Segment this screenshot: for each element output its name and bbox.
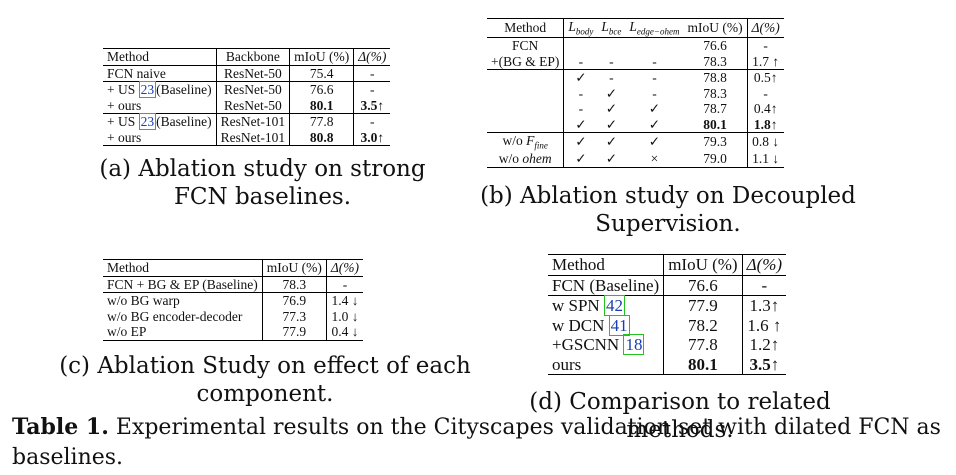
- citation-link[interactable]: 23: [138, 113, 157, 131]
- table-row: w DCN 41 78.2 1.6 ↑: [548, 314, 786, 336]
- table-row: w/o BG encoder-decoder 77.3 1.0 ↓: [103, 308, 363, 325]
- table-row: ✓ ✓ ✓ 80.1 1.8↑: [487, 116, 784, 133]
- table-row: w/o EP 77.9 0.4 ↓: [103, 324, 364, 341]
- table-row: ours 80.1 3.5↑: [548, 354, 787, 375]
- table-row: + ours ResNet-101 80.8 3.0↑: [103, 129, 391, 146]
- citation-link[interactable]: 42: [603, 295, 625, 317]
- table-row: w/o BG warp 76.9 1.4 ↓: [103, 292, 363, 309]
- table-b: Method Lbody Lbce Ledge−ohem mIoU (%) Δ(…: [487, 18, 784, 168]
- citation-link[interactable]: 18: [623, 334, 645, 356]
- header-method: Method: [548, 254, 665, 276]
- table-row: +GSCNN 18 77.8 1.2↑: [548, 334, 786, 356]
- table-row: +(BG & EP) --- 78.3 1.7 ↑: [487, 53, 784, 70]
- table-row: - ✓ - 78.3-: [487, 85, 784, 102]
- table-row: + US 23 (Baseline) ResNet-101 77.8 -: [103, 113, 390, 131]
- header-delta: Δ(%): [746, 255, 783, 274]
- table-row: + ours ResNet-50 80.1 3.5↑: [103, 97, 391, 114]
- table-row: w/o Ffine ✓ ✓ ✓ 79.3 0.8 ↓: [487, 132, 784, 152]
- header-miou: mIoU (%): [683, 18, 748, 38]
- table-row: FCN (Baseline) 76.6-: [548, 275, 787, 296]
- caption-text: Experimental results on the Cityscapes v…: [12, 415, 941, 470]
- table-d: Method mIoU (%) Δ(%) FCN (Baseline) 76.6-…: [548, 254, 787, 375]
- table-row: w SPN 42 77.9 1.3↑: [548, 295, 786, 317]
- table-row: + US 23 (Baseline) ResNet-50 76.6 -: [103, 81, 390, 99]
- table-row: ✓ - - 78.8 0.5↑: [487, 69, 784, 86]
- header-method: Method: [103, 259, 263, 277]
- caption-a: (a) Ablation study on strong FCN baselin…: [99, 156, 426, 210]
- table-row: FCN + BG & EP (Baseline) 78.3-: [103, 276, 364, 293]
- table-row: - ✓ ✓ 78.7 0.4↑: [487, 101, 784, 117]
- table-row: FCN naive ResNet-50 75.4 -: [103, 65, 391, 82]
- caption-label: Table 1.: [12, 414, 109, 440]
- header-delta: Δ(%): [330, 260, 360, 275]
- table-c: Method mIoU (%) Δ(%) FCN + BG & EP (Base…: [103, 259, 364, 341]
- header-miou: mIoU (%): [262, 259, 327, 277]
- header-l-edge-ohem: Ledge−ohem: [629, 19, 680, 37]
- header-method: Method: [103, 48, 217, 66]
- table-row: FCN 76.6-: [487, 37, 784, 54]
- table-row: w/o ohem ✓ ✓ × 79.0 1.1 ↓: [487, 151, 784, 168]
- header-miou: mIoU (%): [289, 48, 355, 66]
- header-method: Method: [487, 18, 565, 38]
- header-backbone: Backbone: [216, 48, 291, 66]
- header-l-body: Lbody: [568, 19, 594, 37]
- header-l-bce: Lbce: [601, 19, 622, 37]
- header-miou: mIoU (%): [663, 254, 743, 276]
- caption-d: (d) Comparison to related methods.: [529, 389, 831, 443]
- citation-link[interactable]: 41: [608, 314, 630, 336]
- table-a: Method Backbone mIoU (%) Δ(%) FCN naive …: [103, 48, 391, 146]
- main-caption: Table 1. Experimental results on the Cit…: [12, 412, 947, 473]
- header-delta: Δ(%): [751, 20, 780, 36]
- caption-b: (b) Ablation study on Decoupled Supervis…: [480, 183, 856, 237]
- caption-c: (c) Ablation Study on effect of each com…: [59, 353, 471, 407]
- header-delta: Δ(%): [358, 49, 387, 64]
- citation-link[interactable]: 23: [138, 81, 157, 99]
